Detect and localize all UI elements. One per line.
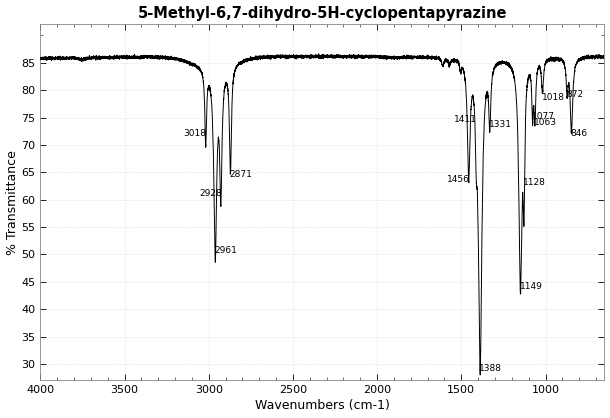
Y-axis label: % Transmittance: % Transmittance — [5, 150, 18, 255]
Text: 1388: 1388 — [479, 364, 502, 373]
Text: 1456: 1456 — [447, 175, 470, 184]
Text: 2961: 2961 — [215, 246, 237, 255]
Text: 1018: 1018 — [542, 93, 565, 102]
Text: 1063: 1063 — [534, 117, 557, 127]
Text: 1331: 1331 — [489, 120, 512, 129]
Text: 872: 872 — [566, 90, 583, 99]
Text: 3018: 3018 — [184, 129, 207, 138]
Text: 846: 846 — [570, 129, 587, 138]
Text: 1149: 1149 — [520, 282, 542, 291]
Text: 1411: 1411 — [454, 115, 477, 124]
Text: 1128: 1128 — [523, 178, 546, 187]
Text: 1077: 1077 — [532, 112, 554, 121]
Title: 5-Methyl-6,7-dihydro-5H-cyclopentapyrazine: 5-Methyl-6,7-dihydro-5H-cyclopentapyrazi… — [138, 5, 507, 20]
Text: 2871: 2871 — [229, 170, 253, 178]
X-axis label: Wavenumbers (cm-1): Wavenumbers (cm-1) — [255, 400, 390, 413]
Text: 2928: 2928 — [199, 189, 221, 198]
